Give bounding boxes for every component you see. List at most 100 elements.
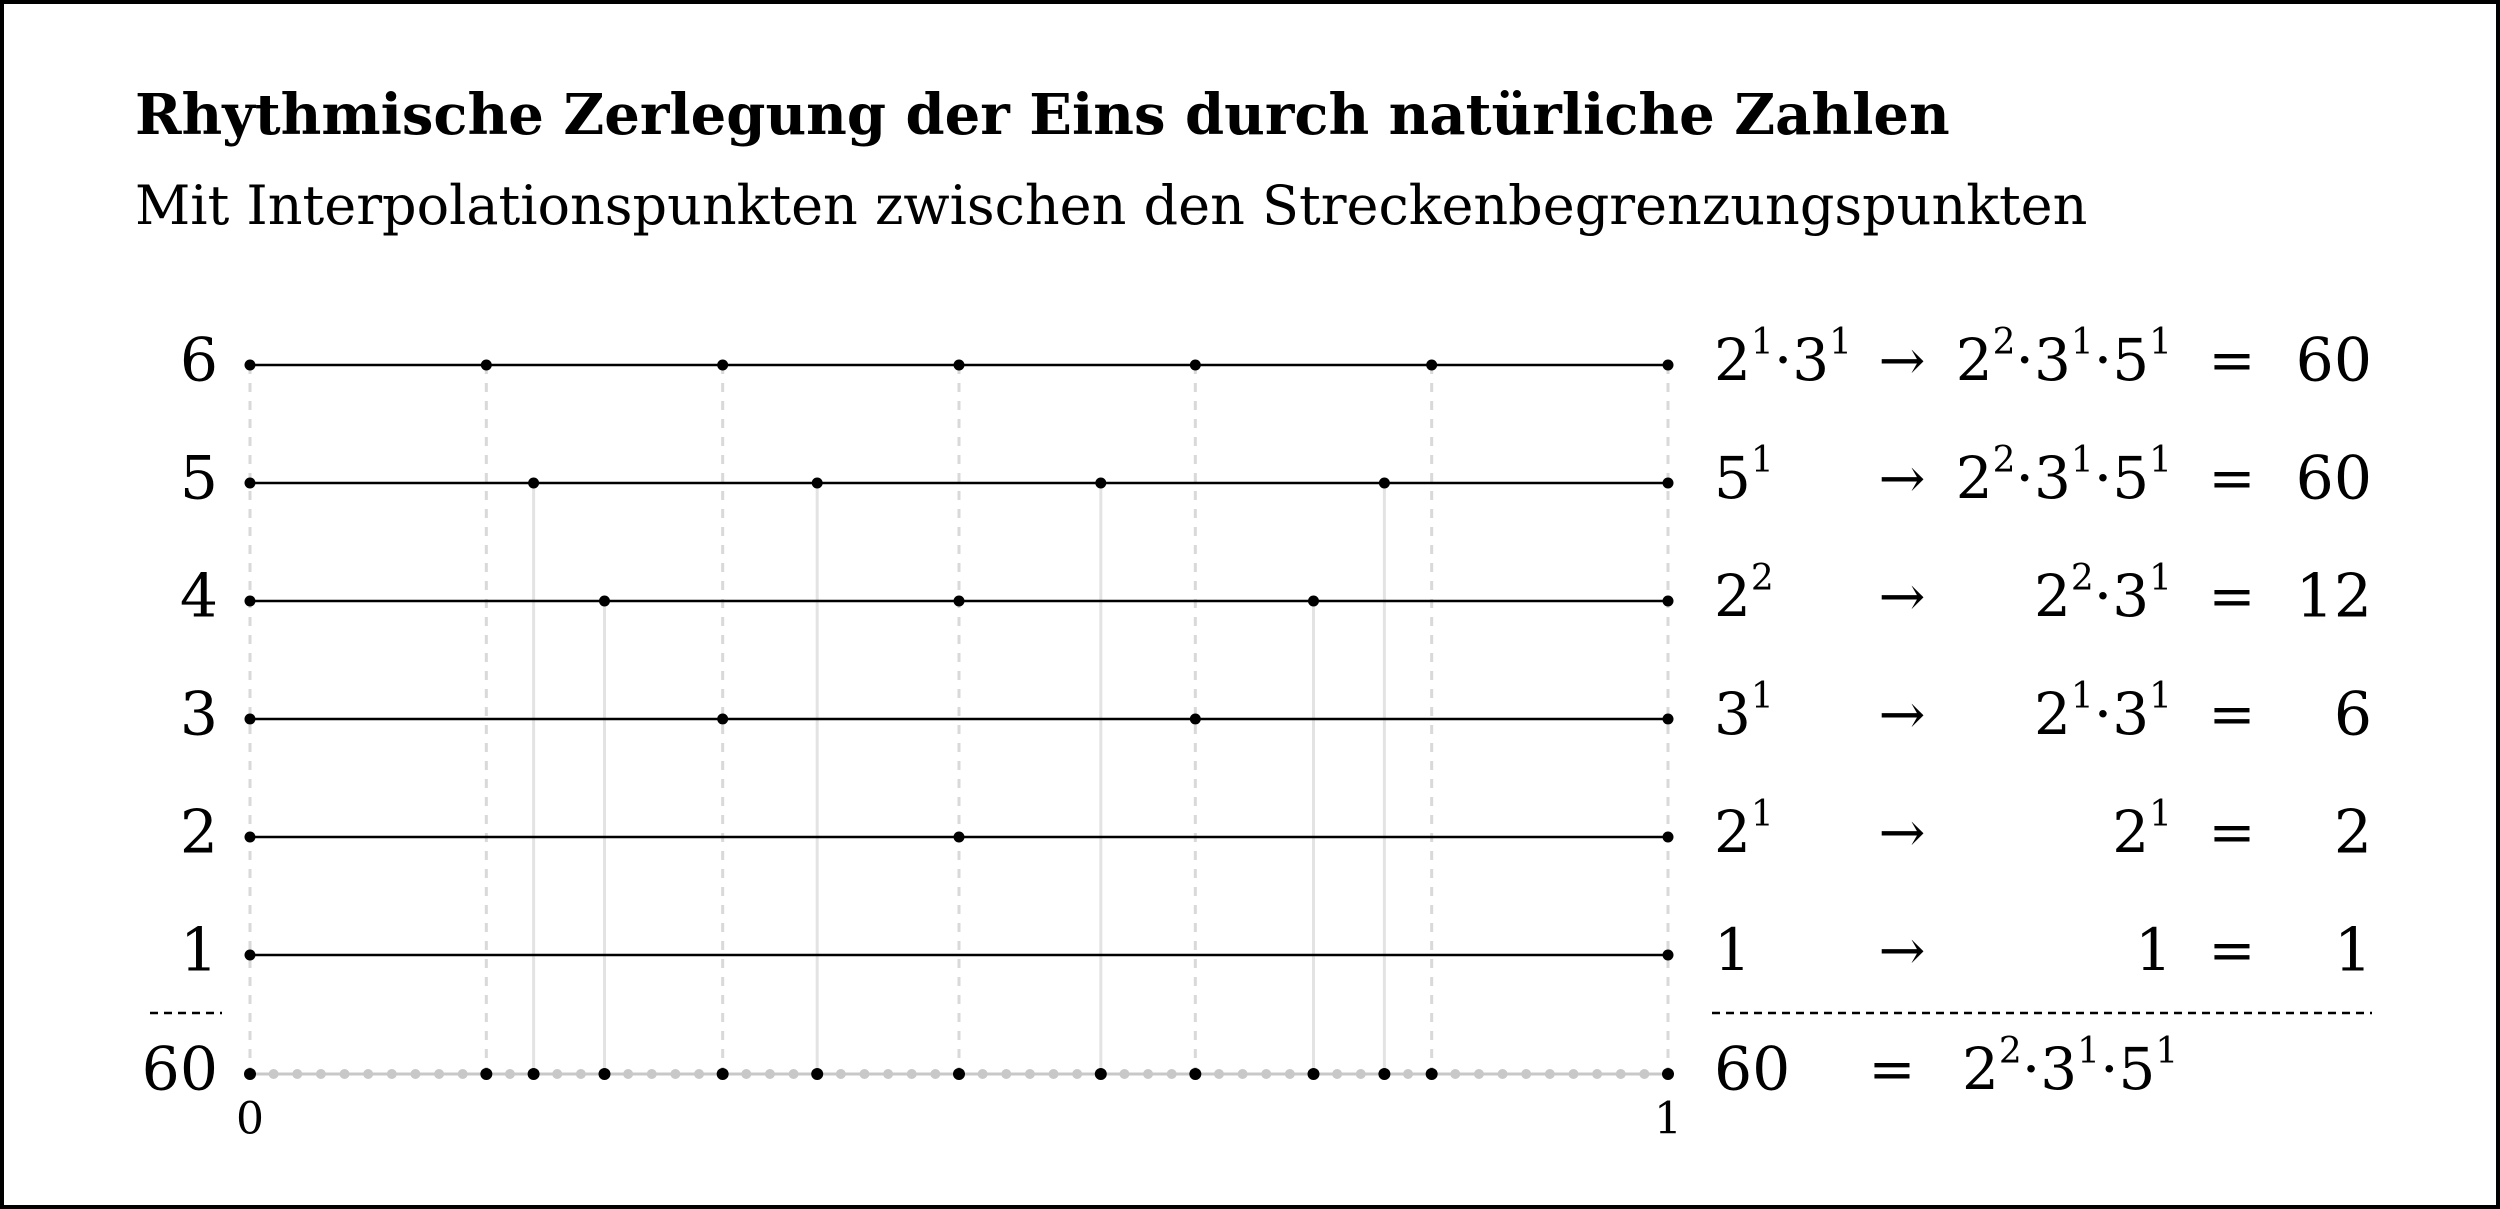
interpolation-point (788, 1069, 799, 1079)
row-arrow-6: → (1879, 329, 1926, 394)
summary-division-point (244, 1068, 256, 1080)
row-arrow-3: → (1879, 683, 1926, 748)
interpolation-point (1497, 1069, 1508, 1079)
division-point (244, 831, 256, 843)
summary-division-point (811, 1068, 824, 1080)
row-result-2: 21​ (2112, 794, 2172, 866)
interpolation-point (1639, 1069, 1650, 1079)
summary-label: 60 (142, 1035, 218, 1105)
division-point (244, 477, 256, 489)
division-point (717, 713, 729, 725)
interpolation-point (764, 1069, 775, 1079)
division-point (599, 595, 610, 607)
rhythm-diagram: 621​·31​→22​·31​·51​=60551​→22​·31​·51​=… (142, 322, 2372, 1145)
row-equals-5: = (2209, 447, 2256, 512)
row-value-6: 60 (2296, 326, 2372, 396)
interpolation-point (1024, 1069, 1035, 1079)
row-arrow-2: → (1879, 801, 1926, 866)
row-value-4: 12 (2296, 562, 2372, 632)
row-result-5: 22​·31​·51​ (1956, 440, 2172, 512)
interpolation-point (1403, 1069, 1414, 1079)
interpolation-point (1521, 1069, 1532, 1079)
division-point (953, 359, 965, 371)
interpolation-point (883, 1069, 894, 1079)
interpolation-point (1450, 1069, 1461, 1079)
row-factors-3: 31​ (1714, 676, 1774, 748)
interpolation-point (1119, 1069, 1130, 1079)
interpolation-point (552, 1069, 563, 1079)
summary-division-point (1662, 1068, 1674, 1080)
row-equals-3: = (2209, 683, 2256, 748)
division-point (953, 831, 965, 843)
summary-division-point (716, 1068, 729, 1080)
interpolation-point (1615, 1069, 1626, 1079)
interpolation-point (386, 1069, 397, 1079)
interpolation-point (1592, 1069, 1603, 1079)
division-point (1662, 713, 1674, 725)
labels: 621​·31​→22​·31​·51​=60551​→22​·31​·51​=… (142, 322, 2372, 1145)
row-equals-4: = (2209, 565, 2256, 630)
row-equals-1: = (2209, 919, 2256, 984)
axis-start-label: 0 (236, 1094, 264, 1145)
row-label-4: 4 (180, 562, 218, 632)
row-factors-1: 1 (1714, 916, 1751, 984)
row-equals-6: = (2209, 329, 2256, 394)
interpolation-point (1001, 1069, 1012, 1079)
division-point (1426, 359, 1438, 371)
row-arrow-1: → (1879, 919, 1926, 984)
interpolation-point (1143, 1069, 1154, 1079)
row-label-6: 6 (180, 326, 218, 396)
row-label-3: 3 (180, 680, 218, 750)
interpolation-point (977, 1069, 988, 1079)
row-factors-5: 51​ (1714, 440, 1774, 512)
row-result-6: 22​·31​·51​ (1956, 322, 2172, 394)
division-point (1378, 477, 1390, 489)
interpolation-point (410, 1069, 421, 1079)
row-factors-4: 22​ (1714, 558, 1774, 630)
row-equals-2: = (2209, 801, 2256, 866)
interpolation-point (457, 1069, 468, 1079)
interpolation-point (1237, 1069, 1248, 1079)
division-point (528, 477, 540, 489)
summary-division-point (1094, 1068, 1107, 1080)
summary-division-point (1378, 1068, 1391, 1080)
interpolation-point (268, 1069, 279, 1079)
interpolation-point (1473, 1069, 1484, 1079)
row-value-3: 6 (2334, 680, 2372, 750)
summary-division-point (953, 1068, 965, 1080)
row-label-1: 1 (180, 916, 218, 986)
interpolation-point (1166, 1069, 1177, 1079)
division-point (1308, 595, 1319, 607)
division-point (1662, 831, 1674, 843)
division-point (1662, 595, 1674, 607)
row-label-5: 5 (180, 444, 218, 514)
summary-equals: = (1869, 1038, 1916, 1103)
division-point (811, 477, 823, 489)
interpolation-point (292, 1069, 303, 1079)
interpolation-point (1332, 1069, 1343, 1079)
division-points (244, 359, 1674, 1080)
interpolation-point (504, 1069, 515, 1079)
interpolation-point (906, 1069, 917, 1079)
summary-left: 60 (1714, 1035, 1790, 1105)
interpolation-point (1072, 1069, 1083, 1079)
summary-division-point (1425, 1068, 1438, 1080)
division-point (244, 713, 256, 725)
axis-end-label: 1 (1654, 1094, 1682, 1145)
interpolation-point (741, 1069, 752, 1079)
division-point (953, 595, 965, 607)
row-value-1: 1 (2334, 916, 2372, 986)
summary-division-point (1307, 1068, 1320, 1080)
interpolation-point (859, 1069, 870, 1079)
interpolation-point (930, 1069, 941, 1079)
interpolation-point (1213, 1069, 1224, 1079)
interpolation-point (363, 1069, 374, 1079)
row-result-4: 22​·31​ (2034, 558, 2172, 630)
summary-division-point (480, 1068, 493, 1080)
figure-subtitle: Mit Interpolationspunkten zwischen den S… (135, 174, 2088, 237)
interpolation-point (670, 1069, 681, 1079)
division-point (1662, 359, 1674, 371)
row-value-2: 2 (2334, 798, 2372, 868)
interpolation-point (694, 1069, 705, 1079)
division-point (1662, 949, 1674, 961)
